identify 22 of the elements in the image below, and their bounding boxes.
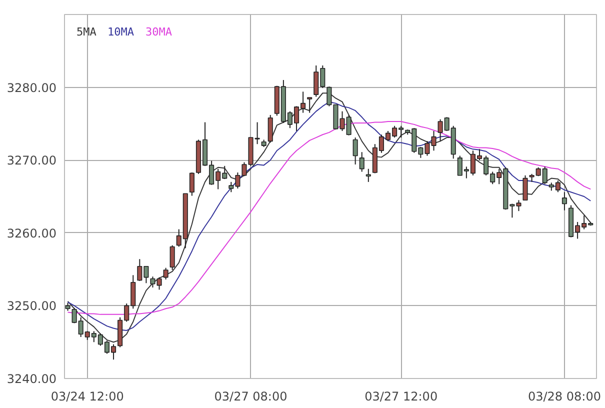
text: 5MA bbox=[76, 26, 97, 38]
candlestick bbox=[366, 168, 371, 182]
x-tick-label: 03/24 12:00 bbox=[50, 390, 124, 404]
x-tick-label: 03/27 08:00 bbox=[214, 390, 288, 404]
candlestick bbox=[307, 96, 312, 114]
candlestick bbox=[522, 174, 528, 201]
text: 30MA bbox=[146, 26, 172, 38]
text: 10MA bbox=[108, 26, 134, 38]
candlestick bbox=[562, 192, 567, 211]
candlestick bbox=[170, 244, 175, 271]
candlestick bbox=[268, 114, 273, 144]
x-tick-label: 03/28 08:00 bbox=[528, 390, 601, 404]
candlestick bbox=[359, 152, 364, 172]
y-tick-label: 3240.00 bbox=[6, 372, 56, 386]
y-tick-label: 3250.00 bbox=[6, 299, 56, 314]
x-tick-label: 03/27 12:00 bbox=[364, 390, 438, 404]
candlestick bbox=[163, 267, 168, 280]
y-tick-label: 3280.00 bbox=[6, 80, 56, 95]
candlestick bbox=[189, 172, 194, 196]
y-tick-label: 3270.00 bbox=[6, 154, 56, 168]
candlestick bbox=[352, 137, 358, 165]
y-tick-label: 3260.00 bbox=[6, 226, 56, 240]
